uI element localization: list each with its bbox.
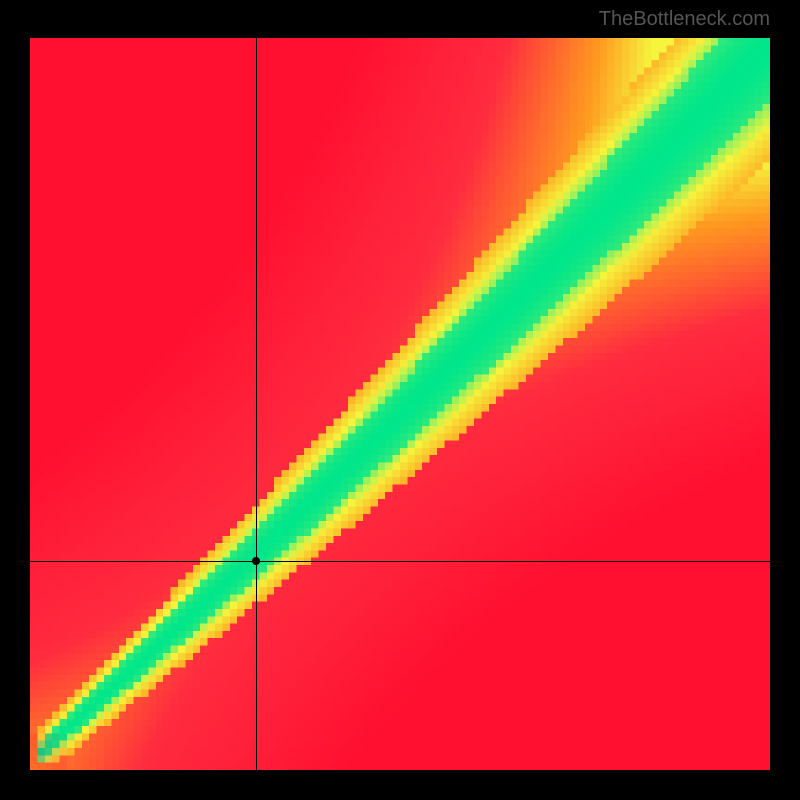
chart-container: TheBottleneck.com [0,0,800,800]
plot-area [30,38,770,770]
heatmap-canvas [30,38,770,770]
watermark-text: TheBottleneck.com [599,8,770,31]
